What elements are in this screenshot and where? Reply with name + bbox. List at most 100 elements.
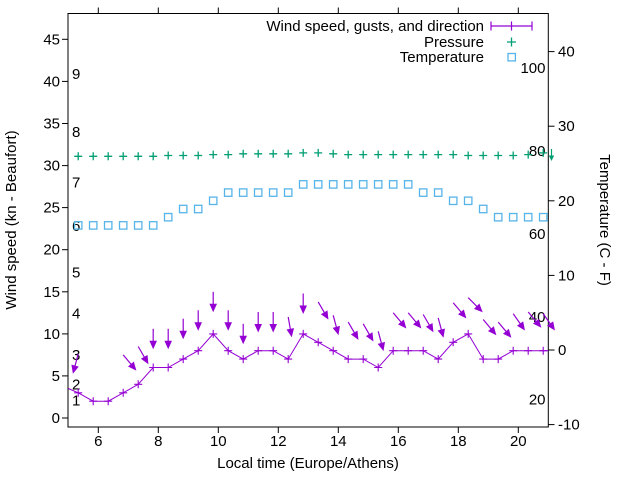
temperature-marker xyxy=(328,180,338,189)
pressure-marker xyxy=(479,151,488,160)
beaufort-scale-label: 5 xyxy=(72,264,80,281)
y-tick-label: 35 xyxy=(43,116,60,133)
pressure-marker xyxy=(194,151,203,160)
x-tick-label: 16 xyxy=(390,433,407,450)
pressure-marker xyxy=(74,152,83,161)
temperature-marker xyxy=(388,180,398,189)
pressure-marker xyxy=(449,150,458,159)
fahrenheit-scale-label: 100 xyxy=(520,60,545,77)
y-tick-label: 10 xyxy=(43,326,60,343)
fahrenheit-scale-label: 80 xyxy=(529,143,546,160)
x-tick-label: 20 xyxy=(510,433,527,450)
gust-direction-arrow xyxy=(239,323,247,345)
wind-speed-marker xyxy=(464,329,473,338)
y-axis-label: Wind speed (kn - Beaufort) xyxy=(3,130,20,309)
pressure-marker xyxy=(179,151,188,160)
y2-tick-label: 30 xyxy=(558,118,575,135)
gust-direction-arrow xyxy=(422,314,434,333)
gust-direction-arrow xyxy=(164,328,172,350)
fahrenheit-scale-label: 20 xyxy=(529,392,546,409)
wind-speed-marker xyxy=(434,355,443,364)
pressure-marker xyxy=(464,151,473,160)
wind-speed-marker xyxy=(389,346,398,355)
wind-speed-marker xyxy=(524,346,533,355)
pressure-marker xyxy=(254,149,263,158)
temperature-marker xyxy=(508,212,518,222)
plot-generated-layer: 6 8 10 12 14 16 18 20051015202530354045-1001020… xyxy=(43,7,580,450)
x-tick-label: 12 xyxy=(270,433,287,450)
wind-speed-marker xyxy=(344,355,353,364)
wind-speed-marker xyxy=(404,346,413,355)
pressure-marker xyxy=(134,152,143,161)
wind-speed-marker xyxy=(494,355,503,364)
pressure-marker xyxy=(524,150,533,159)
beaufort-scale-label: 2 xyxy=(72,376,80,393)
wind-speed-marker xyxy=(374,363,383,372)
legend-pressure-label: Pressure xyxy=(424,34,484,51)
wind-speed-marker xyxy=(194,346,203,355)
temperature-marker xyxy=(478,204,488,214)
temperature-marker xyxy=(343,180,353,189)
temperature-marker xyxy=(88,221,98,230)
y-tick-label: 45 xyxy=(43,31,60,48)
y-tick-label: 20 xyxy=(43,242,60,259)
wind-speed-marker xyxy=(329,346,338,355)
gust-direction-arrow xyxy=(407,312,422,329)
gust-direction-arrow xyxy=(149,328,157,350)
temperature-marker xyxy=(103,221,113,230)
wind-speed-marker xyxy=(74,388,83,397)
gust-direction-arrow xyxy=(209,291,217,313)
beaufort-scale-label: 6 xyxy=(72,218,80,235)
gust-direction-arrow xyxy=(377,331,385,352)
wind-speed-marker xyxy=(179,355,188,364)
pressure-marker xyxy=(149,152,158,161)
gust-direction-arrow xyxy=(527,311,542,328)
pressure-marker xyxy=(104,152,113,161)
gust-direction-arrow xyxy=(347,321,359,340)
pressure-marker xyxy=(374,150,383,159)
gust-direction-arrow xyxy=(179,318,187,340)
wind-speed-marker xyxy=(269,346,278,355)
gust-direction-arrow xyxy=(482,319,497,336)
y-tick-label: 15 xyxy=(43,284,60,301)
pressure-marker xyxy=(434,150,443,159)
pressure-marker xyxy=(509,151,518,160)
wind-speed-marker xyxy=(449,338,458,347)
temperature-marker xyxy=(178,204,188,214)
gust-direction-arrow xyxy=(286,316,295,338)
pressure-marker xyxy=(419,150,428,159)
pressure-marker xyxy=(269,149,278,158)
pressure-marker xyxy=(119,152,128,161)
y-tick-label: 30 xyxy=(43,158,60,175)
wind-speed-marker xyxy=(254,346,263,355)
pressure-marker xyxy=(539,148,548,157)
pressure-marker xyxy=(239,149,248,158)
wind-speed-marker xyxy=(479,355,488,364)
y2-tick-label: -10 xyxy=(558,417,580,434)
gust-direction-arrow xyxy=(542,313,555,331)
temperature-marker xyxy=(523,212,533,222)
pressure-marker xyxy=(389,150,398,159)
legend: Wind speed, gusts, and direction Pressur… xyxy=(266,18,533,66)
y2-tick-label: 20 xyxy=(558,193,575,210)
fahrenheit-scale-label: 40 xyxy=(529,309,546,326)
pressure-marker xyxy=(404,150,413,159)
temperature-marker xyxy=(163,212,173,222)
wind-speed-marker xyxy=(299,329,308,338)
wind-speed-marker xyxy=(209,329,218,338)
x-tick-label: 14 xyxy=(330,433,347,450)
wind-speed-marker xyxy=(539,346,548,355)
wind-speed-marker xyxy=(89,397,98,406)
temperature-marker xyxy=(403,180,413,189)
gust-direction-arrow xyxy=(392,312,407,329)
x-tick-label: 8 xyxy=(154,433,162,450)
pressure-edge-arrow xyxy=(548,149,555,161)
wind-speed-marker xyxy=(119,388,128,397)
gust-direction-arrow xyxy=(362,323,374,342)
temperature-marker xyxy=(118,221,128,230)
temperature-marker xyxy=(268,188,278,197)
pressure-marker xyxy=(224,150,233,159)
pressure-marker xyxy=(164,151,173,160)
pressure-marker xyxy=(329,149,338,158)
